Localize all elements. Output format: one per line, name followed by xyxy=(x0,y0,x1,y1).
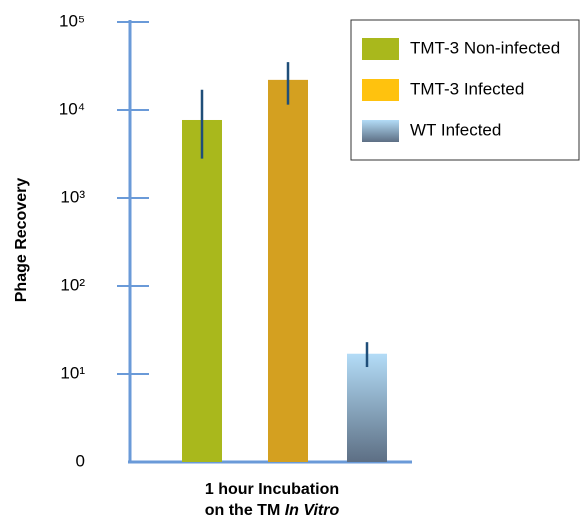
y-tick-label: 10⁴ xyxy=(59,99,85,118)
y-tick-label: 10¹ xyxy=(60,363,85,382)
bar xyxy=(182,119,222,462)
y-tick-label: 10³ xyxy=(60,187,85,206)
legend-swatch xyxy=(362,120,399,142)
y-tick-label: 10⁵ xyxy=(59,11,85,30)
y-axis-label: Phage Recovery xyxy=(13,178,30,303)
legend-swatch xyxy=(362,38,399,60)
x-axis-label: on the TM In Vitro xyxy=(205,502,340,519)
legend-label: TMT-3 Non-infected xyxy=(410,38,560,57)
legend-swatch xyxy=(362,79,399,101)
y-tick-label: 10² xyxy=(60,275,85,294)
bar xyxy=(268,79,308,462)
bar xyxy=(347,353,387,462)
y-tick-label: 0 xyxy=(76,451,85,470)
x-axis-label-part: on the TM xyxy=(205,502,281,519)
x-axis-label-part: In Vitro xyxy=(285,502,340,519)
legend-label: TMT-3 Infected xyxy=(410,79,524,98)
legend-label: WT Infected xyxy=(410,120,501,139)
x-axis-label: 1 hour Incubation xyxy=(205,481,339,498)
